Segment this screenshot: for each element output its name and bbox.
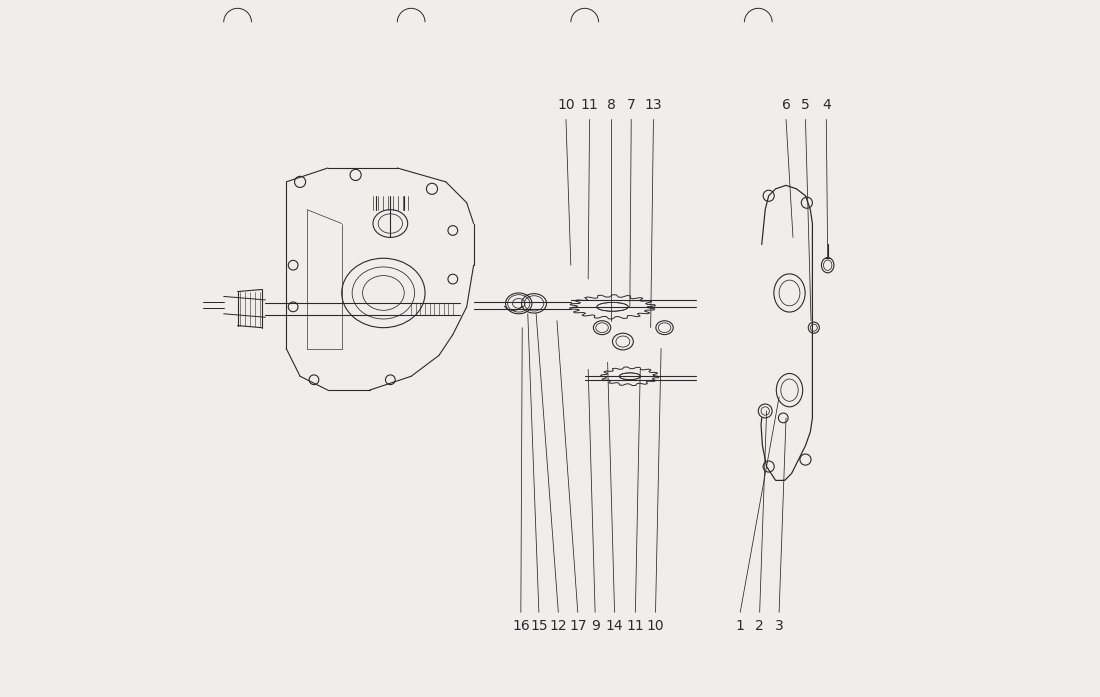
Text: 9: 9 <box>591 619 600 634</box>
Text: 17: 17 <box>569 619 586 634</box>
Text: 7: 7 <box>627 98 636 112</box>
Text: 11: 11 <box>581 98 598 112</box>
Text: 10: 10 <box>647 619 664 634</box>
Text: 12: 12 <box>550 619 568 634</box>
Text: 8: 8 <box>607 98 616 112</box>
Text: 14: 14 <box>606 619 624 634</box>
Text: 1: 1 <box>736 619 745 634</box>
Text: 2: 2 <box>756 619 764 634</box>
Text: 13: 13 <box>645 98 662 112</box>
Text: 5: 5 <box>801 98 810 112</box>
Text: 16: 16 <box>512 619 530 634</box>
Text: 4: 4 <box>822 98 830 112</box>
Text: 3: 3 <box>774 619 783 634</box>
Text: 15: 15 <box>530 619 548 634</box>
Text: 10: 10 <box>558 98 575 112</box>
Text: 11: 11 <box>627 619 645 634</box>
Text: 6: 6 <box>782 98 791 112</box>
